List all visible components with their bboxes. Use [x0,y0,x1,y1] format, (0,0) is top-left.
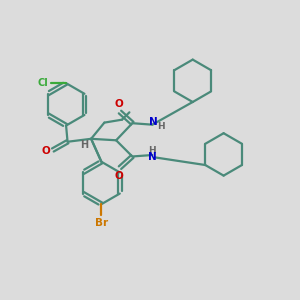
Text: H: H [158,122,165,130]
Text: Br: Br [95,218,108,228]
Text: N: N [148,117,157,127]
Text: H: H [80,140,88,150]
Text: O: O [114,99,123,109]
Text: N: N [148,152,157,162]
Text: O: O [42,146,50,157]
Text: H: H [148,146,156,155]
Text: Cl: Cl [38,78,48,88]
Text: O: O [114,171,123,181]
